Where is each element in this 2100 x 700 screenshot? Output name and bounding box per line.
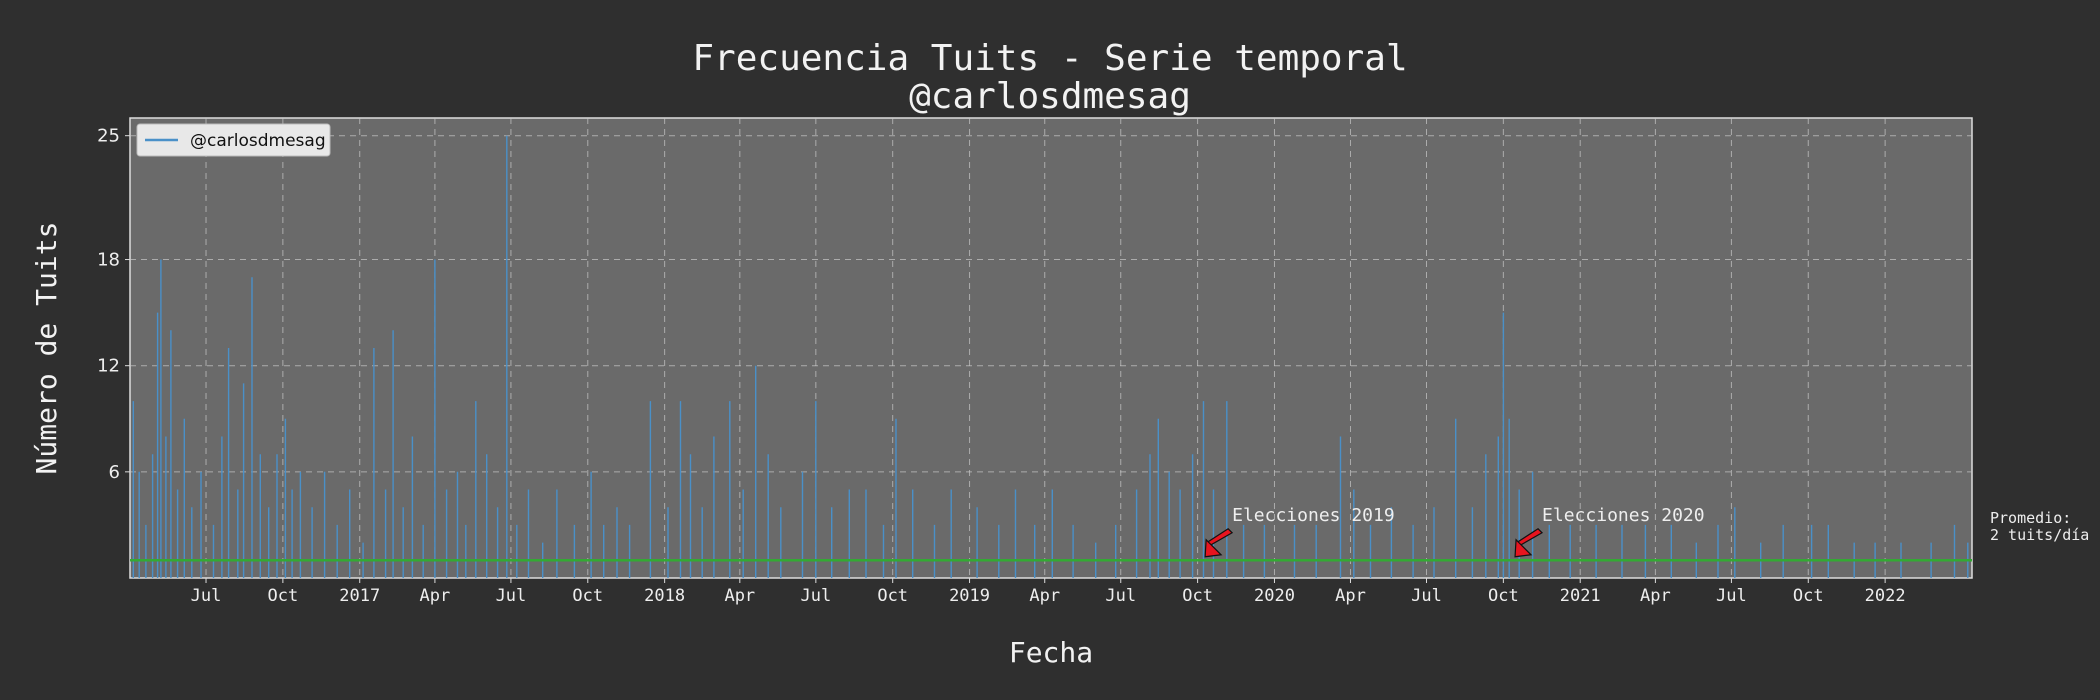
- x-tick-label: Apr: [724, 586, 755, 606]
- x-axis-ticks: Jul Oct 2017 Apr Jul Oct 2018 Apr Jul Oct 2019 Apr J…: [191, 578, 1906, 606]
- x-tick-label: Apr: [1029, 586, 1060, 606]
- grid-lines: [130, 118, 1972, 578]
- y-axis-ticks: 6 12 18 25: [97, 126, 130, 483]
- x-tick-label: Jul: [1411, 586, 1442, 606]
- legend: @carlosdmesag: [136, 123, 331, 157]
- x-tick-label: Oct: [268, 586, 299, 606]
- x-tick-label: Jul: [1105, 586, 1136, 606]
- x-tick-label: 2022: [1865, 586, 1906, 606]
- plot-area: [129, 117, 1973, 579]
- annotation-arrow: [1514, 528, 1544, 558]
- y-tick-label: 6: [109, 462, 120, 483]
- x-tick-label: Apr: [1335, 586, 1366, 606]
- x-axis-label: Fecha: [1009, 636, 1093, 669]
- annotation-label: Elecciones 2020: [1542, 505, 1705, 526]
- y-tick-label: 12: [97, 356, 120, 377]
- y-axis-label: Número de Tuits: [30, 222, 63, 475]
- x-tick-label: Oct: [1182, 586, 1213, 606]
- x-tick-label: Jul: [800, 586, 831, 606]
- x-tick-label: Oct: [572, 586, 603, 606]
- x-tick-label: Oct: [1488, 586, 1519, 606]
- x-tick-label: Jul: [496, 586, 527, 606]
- x-tick-label: Apr: [1640, 586, 1671, 606]
- y-tick-label: 18: [97, 250, 120, 271]
- x-tick-label: Oct: [1793, 586, 1824, 606]
- x-tick-label: Jul: [191, 586, 222, 606]
- legend-box: [136, 123, 331, 157]
- annotation: Elecciones 2020: [1514, 505, 1705, 558]
- y-tick-label: 25: [97, 126, 120, 147]
- annotations: Elecciones 2019 Elecciones 2020: [1204, 505, 1705, 558]
- x-tick-label: 2019: [949, 586, 990, 606]
- x-tick-label: Jul: [1716, 586, 1747, 606]
- legend-label: @carlosdmesag: [190, 131, 326, 151]
- chart-subtitle: @carlosdmesag: [909, 76, 1191, 117]
- annotation-label: Elecciones 2019: [1232, 505, 1395, 526]
- x-tick-label: Apr: [420, 586, 451, 606]
- x-tick-label: 2020: [1254, 586, 1295, 606]
- chart-title: Frecuencia Tuits - Serie temporal: [692, 38, 1407, 79]
- average-label: Promedio: 2 tuits/día: [1990, 509, 2089, 544]
- x-tick-label: 2017: [339, 586, 380, 606]
- x-tick-label: 2021: [1560, 586, 1601, 606]
- x-tick-label: Oct: [877, 586, 908, 606]
- x-tick-label: 2018: [644, 586, 685, 606]
- annotation: Elecciones 2019: [1204, 505, 1395, 558]
- annotation-arrow: [1204, 528, 1234, 558]
